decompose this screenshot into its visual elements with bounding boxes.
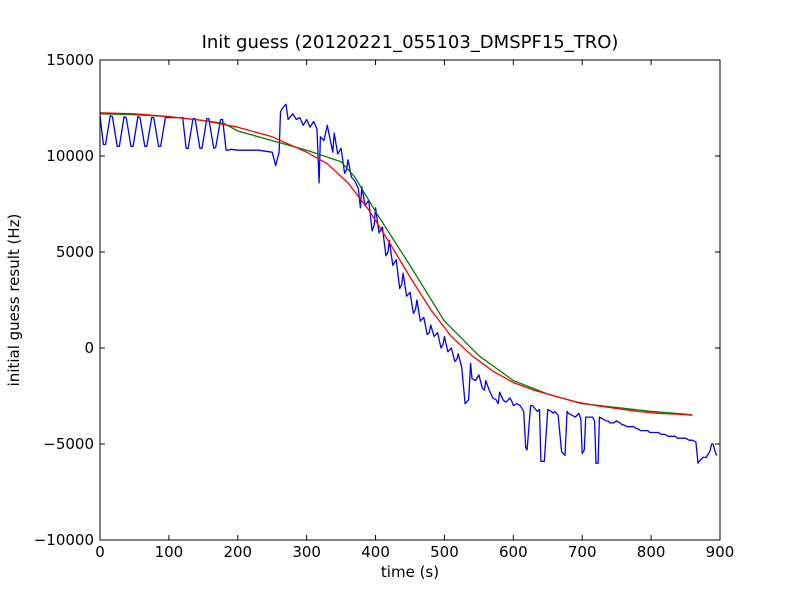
x-tick-label: 400: [361, 543, 390, 561]
y-tick-label: 15000: [46, 51, 94, 69]
x-tick-label: 300: [292, 543, 321, 561]
x-tick-label: 600: [499, 543, 528, 561]
x-tick-label: 700: [568, 543, 597, 561]
y-tick-label: −5000: [43, 435, 94, 453]
plot-area-frame: [99, 59, 721, 541]
y-tick-label: 5000: [56, 243, 94, 261]
y-tick-label: −10000: [34, 531, 94, 549]
plot-series: [99, 103, 718, 464]
series-line-1: [99, 103, 718, 464]
x-tick-label: 900: [706, 543, 735, 561]
series-line-3: [99, 112, 693, 416]
y-tick-label: 10000: [46, 147, 94, 165]
x-tick-label: 0: [95, 543, 105, 561]
y-tick-label: 0: [84, 339, 94, 357]
x-tick-label: 800: [637, 543, 666, 561]
x-tick-label: 200: [223, 543, 252, 561]
x-tick-label: 100: [155, 543, 184, 561]
y-axis-label: initial guess result (Hz): [5, 214, 23, 387]
x-axis-label: time (s): [381, 563, 439, 581]
axis-ticks: 0 100 200 300 400 500 600 700 800 900 −10000 −5000 0…: [34, 51, 735, 561]
chart-title: Init guess (20120221_055103_DMSPF15_TRO): [202, 32, 619, 53]
x-tick-label: 500: [430, 543, 459, 561]
